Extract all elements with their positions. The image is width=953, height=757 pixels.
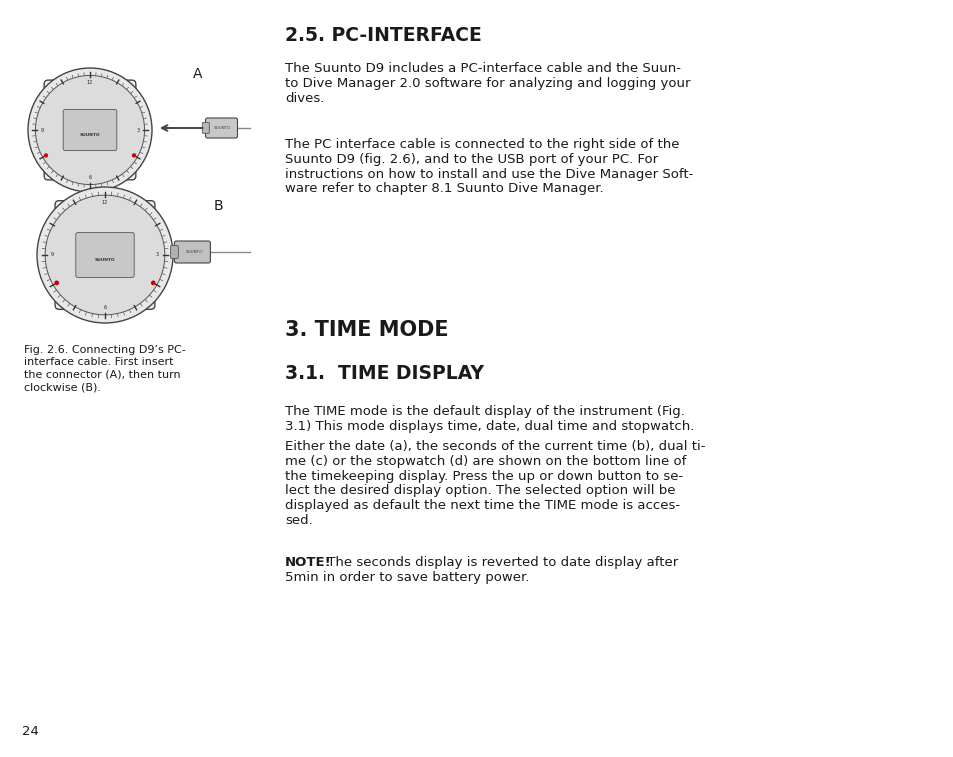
- FancyBboxPatch shape: [44, 80, 135, 180]
- Text: 6: 6: [103, 305, 107, 310]
- Text: sed.: sed.: [285, 514, 313, 527]
- Text: me (c) or the stopwatch (d) are shown on the bottom line of: me (c) or the stopwatch (d) are shown on…: [285, 455, 685, 468]
- FancyBboxPatch shape: [51, 266, 60, 282]
- Text: interface cable. First insert: interface cable. First insert: [24, 357, 173, 367]
- Circle shape: [35, 76, 145, 185]
- Text: 2.5. PC-INTERFACE: 2.5. PC-INTERFACE: [285, 26, 481, 45]
- Circle shape: [54, 281, 59, 285]
- FancyBboxPatch shape: [63, 110, 116, 151]
- FancyBboxPatch shape: [75, 232, 134, 277]
- Text: 3. TIME MODE: 3. TIME MODE: [285, 320, 448, 340]
- Text: instructions on how to install and use the Dive Manager Soft-: instructions on how to install and use t…: [285, 167, 693, 181]
- Text: B: B: [213, 199, 223, 213]
- Text: ware refer to chapter 8.1 Suunto Dive Manager.: ware refer to chapter 8.1 Suunto Dive Ma…: [285, 182, 603, 195]
- Text: 9: 9: [51, 253, 54, 257]
- Text: 5min in order to save battery power.: 5min in order to save battery power.: [285, 571, 529, 584]
- FancyBboxPatch shape: [174, 241, 211, 263]
- Text: NOTE!: NOTE!: [285, 556, 332, 569]
- Text: The seconds display is reverted to date display after: The seconds display is reverted to date …: [323, 556, 678, 569]
- Text: to Dive Manager 2.0 software for analyzing and logging your: to Dive Manager 2.0 software for analyzi…: [285, 76, 690, 90]
- FancyBboxPatch shape: [41, 105, 50, 120]
- Text: displayed as default the next time the TIME mode is acces-: displayed as default the next time the T…: [285, 499, 679, 512]
- Text: Either the date (a), the seconds of the current time (b), dual ti-: Either the date (a), the seconds of the …: [285, 440, 705, 453]
- FancyBboxPatch shape: [41, 140, 50, 154]
- Text: lect the desired display option. The selected option will be: lect the desired display option. The sel…: [285, 484, 675, 497]
- Text: A: A: [193, 67, 202, 81]
- Circle shape: [45, 195, 165, 315]
- Text: dives.: dives.: [285, 92, 324, 104]
- FancyBboxPatch shape: [55, 201, 154, 310]
- Text: 3: 3: [136, 127, 139, 132]
- Text: SUUNTO: SUUNTO: [80, 133, 100, 137]
- Text: The PC interface cable is connected to the right side of the: The PC interface cable is connected to t…: [285, 138, 679, 151]
- Text: 9: 9: [41, 127, 44, 132]
- Text: The Suunto D9 includes a PC-interface cable and the Suun-: The Suunto D9 includes a PC-interface ca…: [285, 62, 680, 75]
- Text: Suunto D9 (fig. 2.6), and to the USB port of your PC. For: Suunto D9 (fig. 2.6), and to the USB por…: [285, 153, 658, 166]
- Text: clockwise (B).: clockwise (B).: [24, 382, 101, 392]
- Text: Fig. 2.6. Connecting D9’s PC-: Fig. 2.6. Connecting D9’s PC-: [24, 345, 186, 355]
- Text: 24: 24: [22, 725, 39, 738]
- Circle shape: [37, 187, 172, 323]
- Circle shape: [132, 153, 136, 157]
- Text: 12: 12: [87, 79, 93, 85]
- FancyBboxPatch shape: [202, 123, 209, 133]
- Text: 3.1) This mode displays time, date, dual time and stopwatch.: 3.1) This mode displays time, date, dual…: [285, 420, 694, 433]
- FancyBboxPatch shape: [205, 118, 237, 138]
- FancyBboxPatch shape: [171, 245, 178, 258]
- Text: the connector (A), then turn: the connector (A), then turn: [24, 370, 180, 380]
- Text: The TIME mode is the default display of the instrument (Fig.: The TIME mode is the default display of …: [285, 405, 684, 418]
- Circle shape: [151, 281, 155, 285]
- Text: the timekeeping display. Press the up or down button to se-: the timekeeping display. Press the up or…: [285, 469, 682, 483]
- Circle shape: [28, 68, 152, 192]
- Text: 12: 12: [102, 200, 108, 205]
- Text: 3.1.  TIME DISPLAY: 3.1. TIME DISPLAY: [285, 364, 483, 383]
- Text: SUUNTO: SUUNTO: [185, 250, 202, 254]
- Text: 6: 6: [89, 175, 91, 180]
- Text: 3: 3: [155, 253, 159, 257]
- FancyBboxPatch shape: [51, 228, 60, 244]
- Circle shape: [44, 153, 48, 157]
- Text: SUUNTO: SUUNTO: [94, 258, 115, 263]
- Text: SUUNTO: SUUNTO: [214, 126, 232, 130]
